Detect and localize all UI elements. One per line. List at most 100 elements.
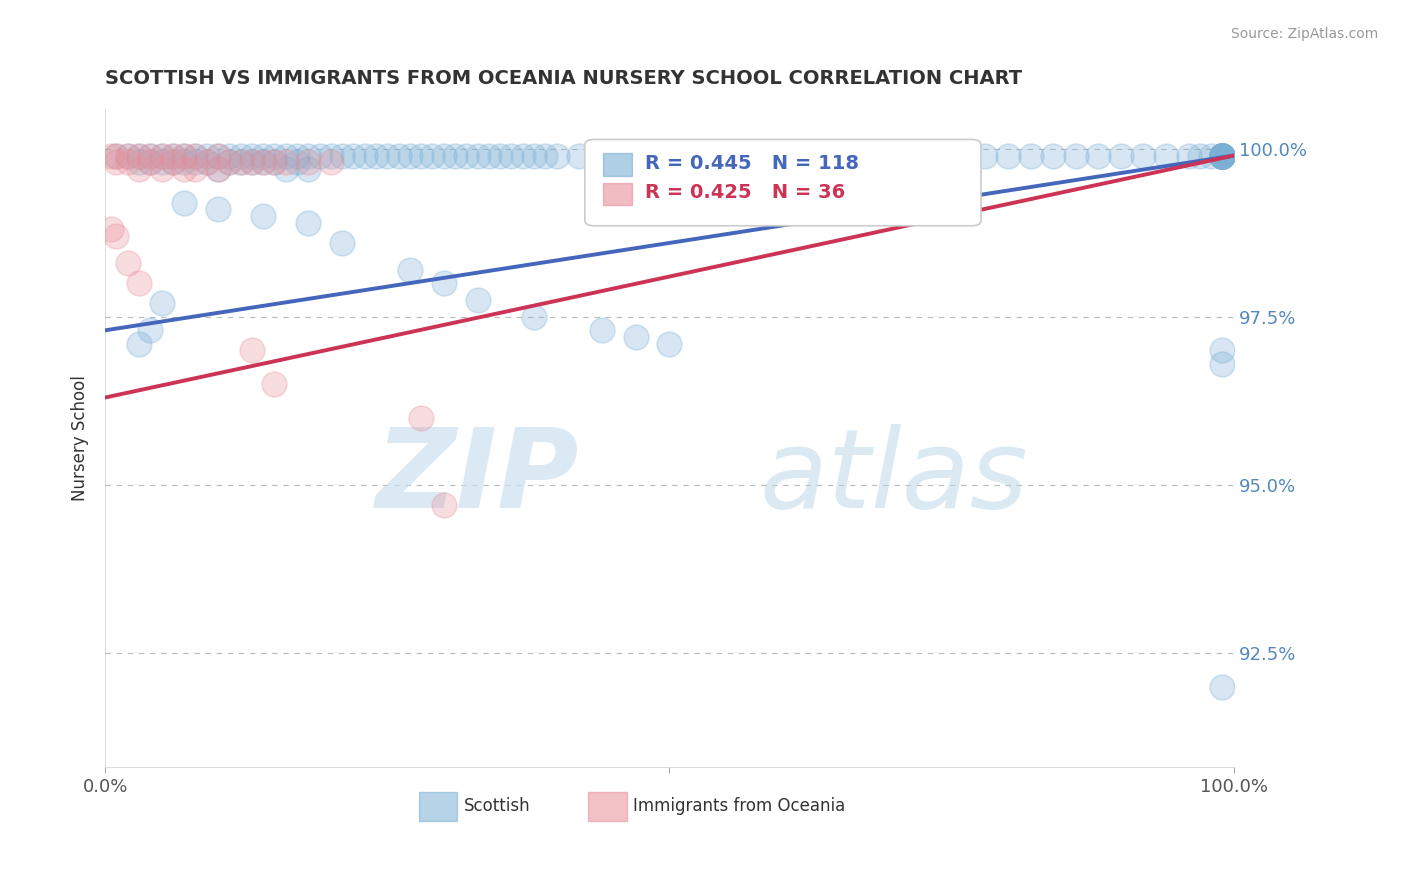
Point	[207, 161, 229, 176]
Point	[139, 148, 162, 162]
Point	[862, 148, 884, 162]
FancyBboxPatch shape	[585, 139, 981, 226]
Point	[952, 148, 974, 162]
Point	[467, 148, 489, 162]
Point	[377, 148, 399, 162]
Point	[207, 148, 229, 162]
Point	[456, 148, 478, 162]
Text: R = 0.425   N = 36: R = 0.425 N = 36	[645, 184, 845, 202]
Point	[252, 209, 274, 223]
Point	[274, 161, 297, 176]
Point	[240, 155, 263, 169]
Point	[139, 155, 162, 169]
Point	[128, 336, 150, 351]
Point	[139, 155, 162, 169]
Point	[139, 323, 162, 337]
Point	[128, 155, 150, 169]
Point	[173, 195, 195, 210]
Point	[184, 148, 207, 162]
Point	[1211, 680, 1233, 694]
Point	[184, 155, 207, 169]
Point	[105, 229, 128, 244]
Point	[330, 148, 353, 162]
Point	[297, 148, 319, 162]
Point	[297, 161, 319, 176]
Point	[252, 148, 274, 162]
Point	[411, 148, 433, 162]
Point	[218, 155, 240, 169]
Point	[218, 148, 240, 162]
Point	[725, 148, 748, 162]
Point	[342, 148, 364, 162]
Point	[117, 148, 139, 162]
Point	[319, 148, 342, 162]
Point	[444, 148, 467, 162]
Point	[1199, 148, 1222, 162]
Text: R = 0.445   N = 118: R = 0.445 N = 118	[645, 153, 859, 173]
Point	[997, 148, 1019, 162]
Point	[636, 148, 658, 162]
Point	[1211, 148, 1233, 162]
Point	[1211, 357, 1233, 371]
Point	[399, 262, 422, 277]
Point	[523, 310, 546, 324]
Text: Scottish: Scottish	[464, 797, 530, 815]
Point	[218, 155, 240, 169]
Point	[297, 155, 319, 169]
Point	[128, 161, 150, 176]
Point	[1188, 148, 1211, 162]
Point	[411, 410, 433, 425]
Point	[184, 148, 207, 162]
Point	[274, 148, 297, 162]
Point	[195, 155, 218, 169]
Point	[1211, 148, 1233, 162]
Point	[285, 155, 308, 169]
Text: Immigrants from Oceania: Immigrants from Oceania	[633, 797, 845, 815]
Point	[162, 155, 184, 169]
Point	[658, 336, 681, 351]
Point	[100, 148, 122, 162]
Point	[229, 148, 252, 162]
Point	[150, 296, 173, 310]
FancyBboxPatch shape	[603, 153, 633, 176]
Point	[1132, 148, 1154, 162]
Point	[195, 155, 218, 169]
Point	[793, 148, 815, 162]
Point	[681, 148, 703, 162]
Point	[467, 293, 489, 307]
Text: Source: ZipAtlas.com: Source: ZipAtlas.com	[1230, 27, 1378, 41]
Point	[105, 155, 128, 169]
Text: ZIP: ZIP	[375, 424, 579, 531]
Point	[568, 148, 591, 162]
Point	[433, 277, 456, 291]
Point	[907, 148, 929, 162]
Point	[150, 155, 173, 169]
Point	[703, 148, 725, 162]
Point	[1109, 148, 1132, 162]
Point	[884, 148, 907, 162]
Point	[150, 148, 173, 162]
Point	[308, 148, 330, 162]
Point	[117, 256, 139, 270]
Point	[422, 148, 444, 162]
Point	[105, 148, 128, 162]
Point	[1211, 148, 1233, 162]
Point	[128, 277, 150, 291]
Point	[173, 148, 195, 162]
Point	[162, 148, 184, 162]
Point	[546, 148, 568, 162]
Point	[252, 155, 274, 169]
Point	[501, 148, 523, 162]
Point	[1064, 148, 1087, 162]
Point	[240, 148, 263, 162]
Point	[817, 148, 839, 162]
Text: atlas: atlas	[759, 424, 1028, 531]
Point	[150, 161, 173, 176]
Point	[173, 148, 195, 162]
Point	[1211, 148, 1233, 162]
Point	[388, 148, 411, 162]
Point	[263, 155, 285, 169]
Point	[274, 155, 297, 169]
Point	[748, 148, 770, 162]
Point	[1211, 148, 1233, 162]
